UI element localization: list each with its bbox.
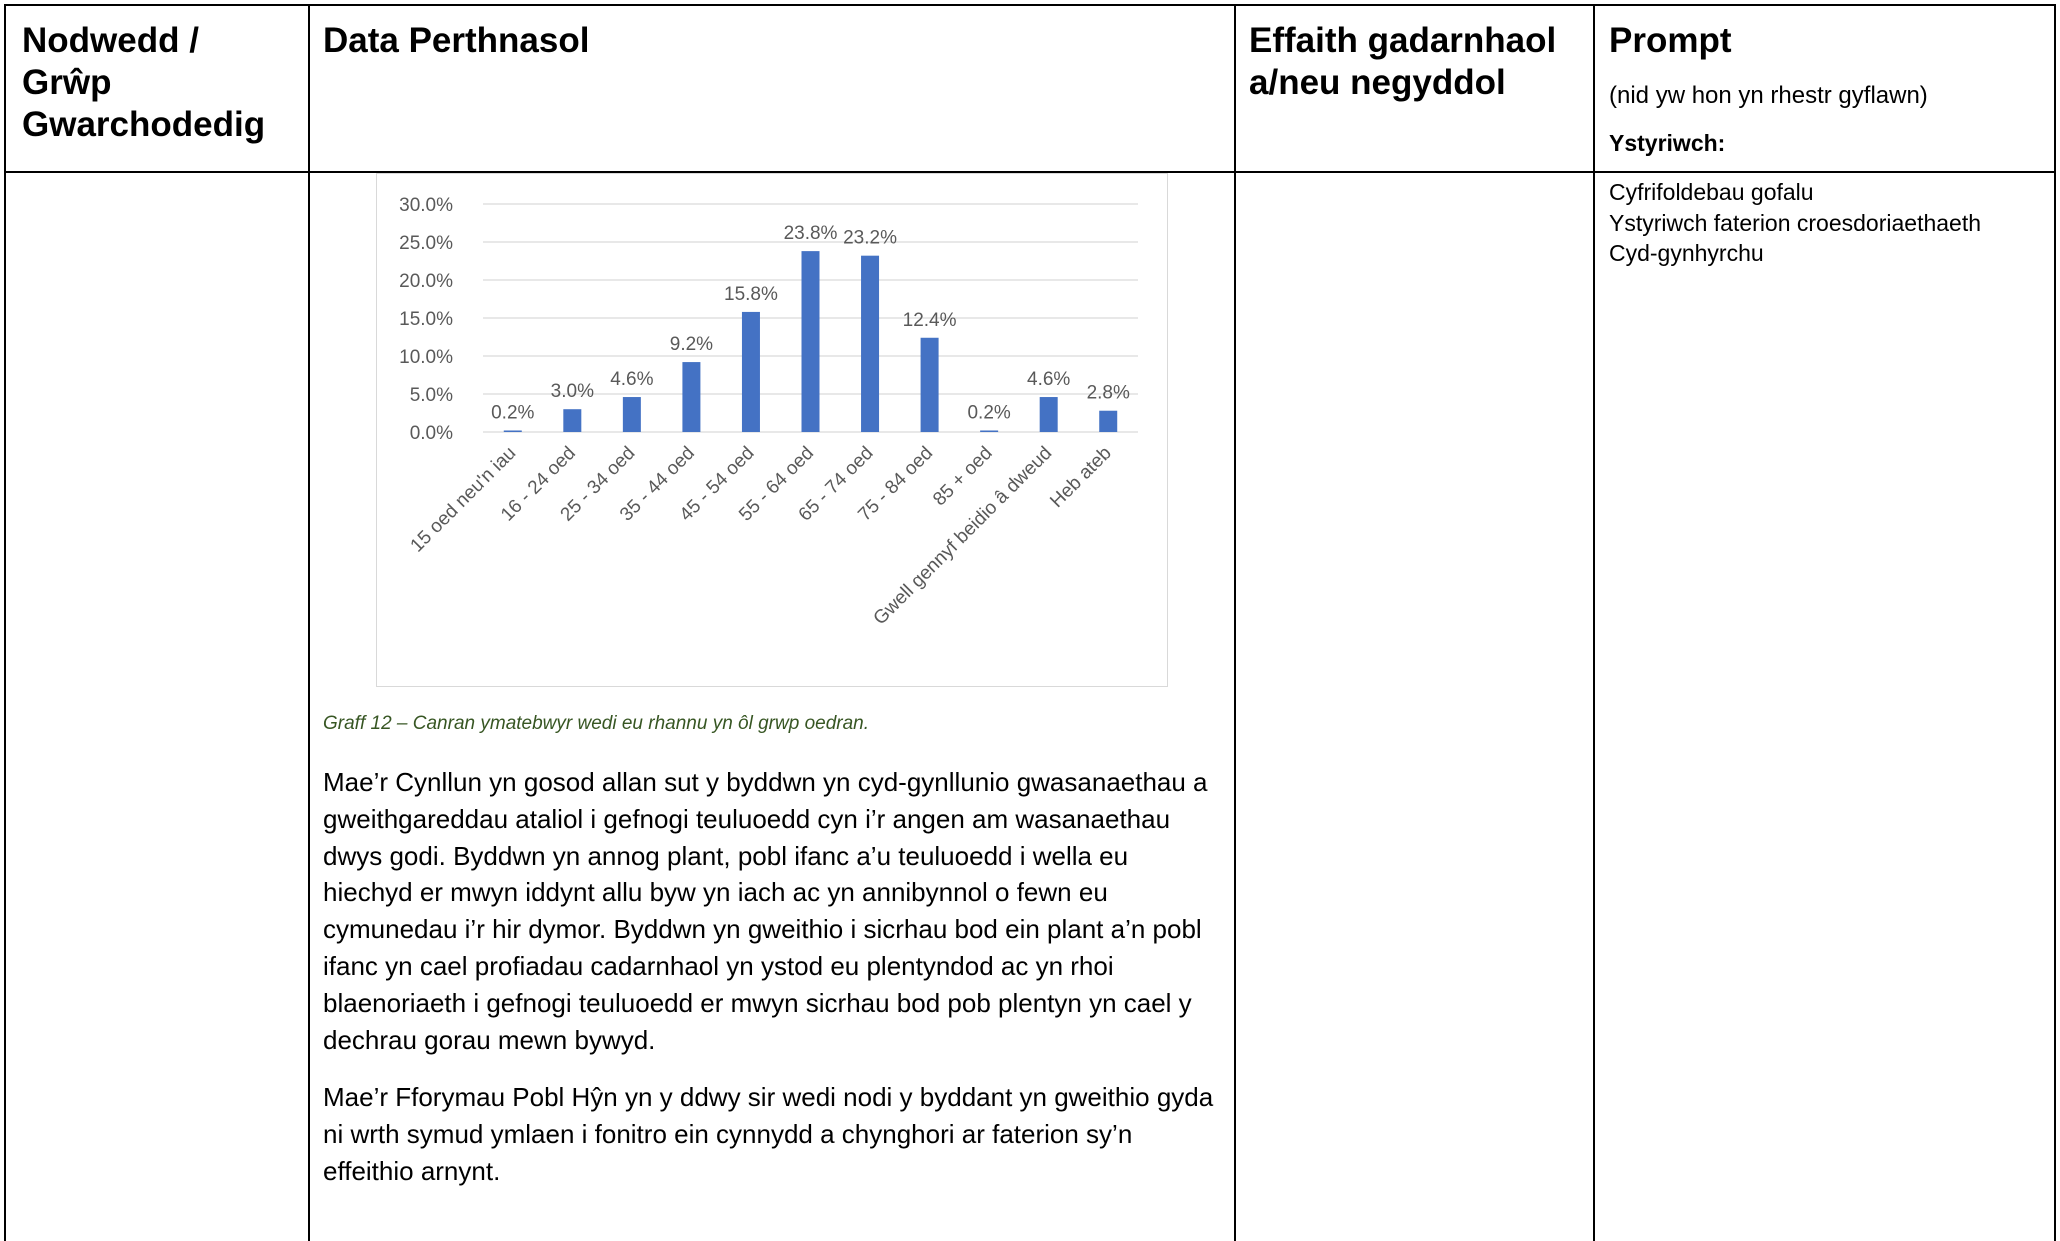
prompt-item: Cyd-gynhyrchu <box>1609 240 1764 266</box>
y-tick-label: 20.0% <box>399 271 453 292</box>
prompt-items: Cyfrifoldebau gofalu Ystyriwch faterion … <box>1609 177 1981 269</box>
data-label: 0.2% <box>491 402 534 423</box>
header-cell: Nodwedd / Grŵp Gwarchodedig <box>22 21 266 144</box>
table-border <box>308 4 310 1241</box>
prompt-item: Ystyriwch faterion croesdoriaethaeth <box>1609 209 1982 236</box>
bar <box>741 311 760 432</box>
data-label: 4.6% <box>610 369 653 390</box>
bar <box>1099 410 1118 432</box>
bar <box>861 255 880 432</box>
y-tick-label: 15.0% <box>399 309 453 330</box>
data-label: 4.6% <box>1027 369 1070 390</box>
data-label: 3.0% <box>551 381 594 402</box>
prompt-consider: Ystyriwch: <box>1609 130 1726 156</box>
data-label: 15.8% <box>724 284 778 305</box>
table-border <box>1234 4 1236 1241</box>
bar <box>920 337 939 432</box>
paragraph: Mae’r Fforymau Pobl Hŷn yn y ddwy sir we… <box>323 1082 1214 1186</box>
bar <box>682 362 701 432</box>
data-label: 0.2% <box>967 402 1010 423</box>
bar <box>622 397 641 432</box>
paragraph: Mae’r Cynllun yn gosod allan sut y byddw… <box>323 767 1208 1055</box>
data-label: 2.8% <box>1087 383 1130 404</box>
data-label: 23.8% <box>784 223 838 244</box>
caption: Graff 12 – Canran ymatebwyr wedi eu rhan… <box>323 713 870 734</box>
header-cell: Prompt <box>1609 21 1732 60</box>
table-border <box>5 171 2056 173</box>
table-border <box>2054 4 2056 1241</box>
header-cell: Data Perthnasol <box>323 21 590 60</box>
chart: 0.0%5.0%10.0%15.0%20.0%25.0%30.0%15 oed … <box>376 173 1168 687</box>
bar <box>801 251 820 432</box>
data-label: 12.4% <box>903 310 957 331</box>
bar <box>1039 397 1058 432</box>
chart-border <box>376 173 1168 687</box>
y-tick-label: 25.0% <box>399 233 453 254</box>
table-border <box>4 4 6 1241</box>
y-tick-label: 5.0% <box>410 385 453 406</box>
table-border <box>5 4 2056 6</box>
y-tick-label: 0.0% <box>410 423 453 444</box>
body-text: Mae’r Cynllun yn gosod allan sut y byddw… <box>323 764 1215 1211</box>
table-border <box>1593 4 1595 1241</box>
header-cell: Effaith gadarnhaol a/neu negyddol <box>1249 21 1557 102</box>
prompt-item: Cyfrifoldebau gofalu <box>1609 179 1814 205</box>
y-tick-label: 10.0% <box>399 347 453 368</box>
bar <box>563 409 582 432</box>
data-label: 23.2% <box>843 228 897 249</box>
data-label: 9.2% <box>670 334 713 355</box>
bar <box>503 430 522 432</box>
y-tick-label: 30.0% <box>399 195 453 216</box>
prompt-note: (nid yw hon yn rhestr gyflawn) <box>1609 82 1928 109</box>
bar <box>980 430 999 432</box>
